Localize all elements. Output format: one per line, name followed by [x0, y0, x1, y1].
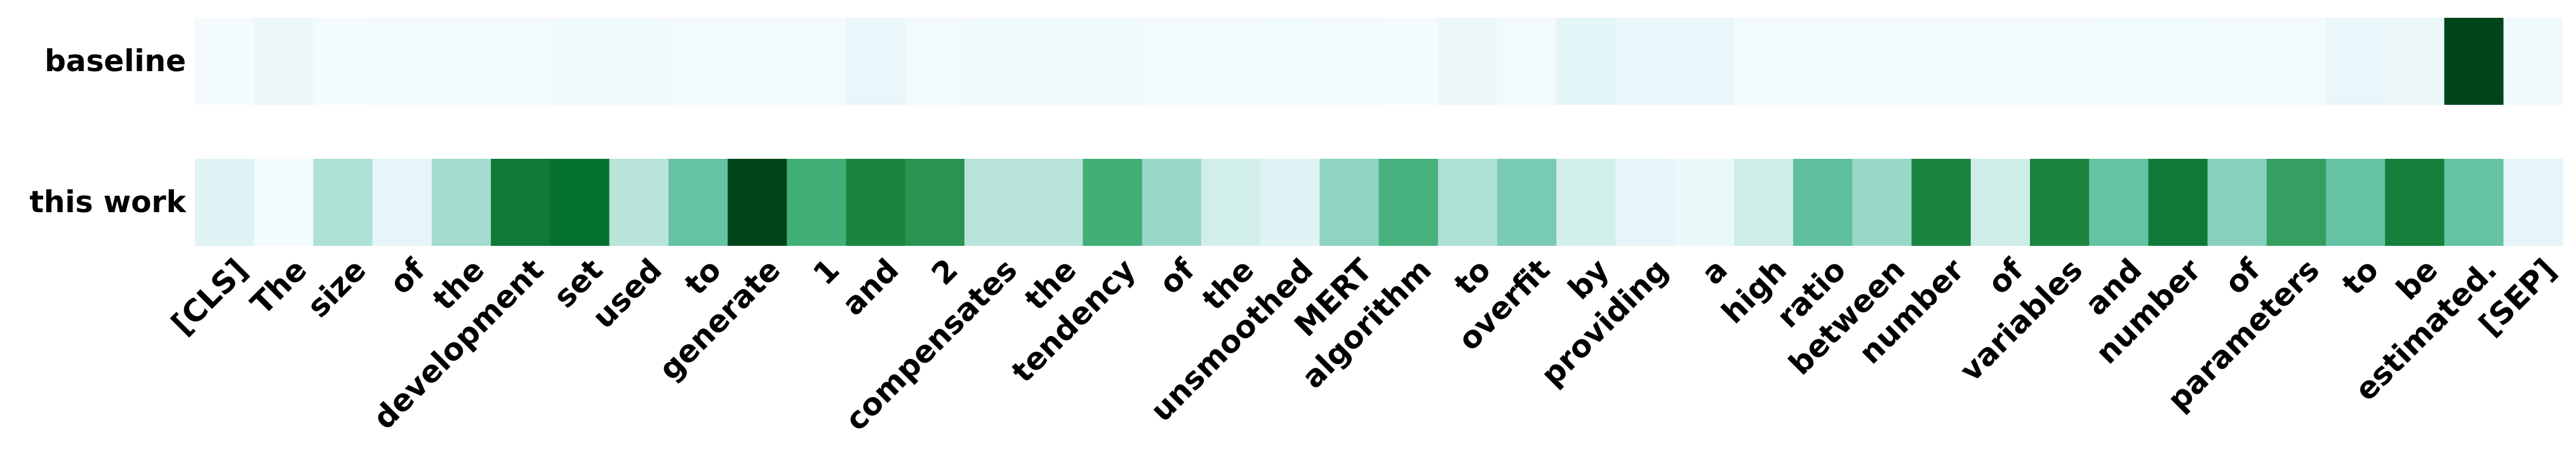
heatmap-cell [2444, 18, 2504, 105]
heatmap-cell [195, 18, 255, 105]
heatmap-cell [1497, 18, 1557, 105]
heatmap-cell [1083, 18, 1143, 105]
token-tick-label: of [1152, 252, 1202, 301]
heatmap-cell [1556, 18, 1616, 105]
heatmap-cell [2326, 18, 2386, 105]
heatmap-cell [1793, 159, 1853, 246]
heatmap-cell [1260, 159, 1320, 246]
heatmap-cell [1911, 159, 1972, 246]
heatmap-cell [1970, 159, 2031, 246]
token-tick-label: size [300, 252, 373, 325]
heatmap-cell [1970, 18, 2031, 105]
heatmap-cell [1556, 159, 1616, 246]
heatmap-cell [1083, 159, 1143, 246]
heatmap-cell [1319, 18, 1380, 105]
heatmap-cell [1438, 18, 1498, 105]
heatmap-cell [1793, 18, 1853, 105]
heatmap-cell [313, 159, 373, 246]
heatmap-row-0 [195, 18, 2563, 105]
heatmap-cell [1852, 18, 1912, 105]
heatmap-cell [2266, 159, 2326, 246]
heatmap-cell [2266, 18, 2326, 105]
heatmap-cell [787, 159, 847, 246]
heatmap-cell [2207, 159, 2267, 246]
heatmap-cell [1201, 18, 1261, 105]
heatmap-cell [254, 18, 314, 105]
token-tick-label: and [836, 252, 906, 323]
heatmap-cell [2444, 159, 2504, 246]
heatmap-cell [372, 18, 432, 105]
heatmap-cell [1024, 18, 1083, 105]
heatmap-cell [1852, 159, 1912, 246]
heatmap-cell [1260, 18, 1320, 105]
heatmap-cell [2148, 18, 2208, 105]
heatmap-cell [609, 159, 669, 246]
heatmap-cell [431, 159, 491, 246]
heatmap-cell [1615, 159, 1676, 246]
heatmap-cell [195, 159, 255, 246]
heatmap-row-1 [195, 159, 2563, 246]
heatmap-cell [905, 18, 965, 105]
token-tick-label: 1 [806, 252, 846, 292]
token-tick-label: [CLS] [164, 252, 255, 342]
heatmap-cell [2326, 159, 2386, 246]
heatmap-cell [1378, 18, 1439, 105]
heatmap-cell [905, 159, 965, 246]
heatmap-cell [372, 159, 432, 246]
heatmap-cell [1733, 18, 1794, 105]
heatmap-cell [2503, 159, 2563, 246]
heatmap-cell [1142, 18, 1202, 105]
heatmap-cell [2385, 159, 2445, 246]
heatmap-cell [1674, 18, 1735, 105]
heatmap-cell [609, 18, 669, 105]
heatmap-cell [550, 159, 610, 246]
heatmap-cell [787, 18, 847, 105]
heatmap-cell [728, 18, 787, 105]
heatmap-cell [1378, 159, 1439, 246]
heatmap-cell [964, 159, 1024, 246]
heatmap-cell [2089, 18, 2149, 105]
heatmap-cell [1911, 18, 1972, 105]
token-tick-label: used [585, 252, 669, 335]
token-tick-label: of [383, 252, 432, 301]
heatmap-cell [846, 159, 906, 246]
heatmap-cell [491, 18, 551, 105]
heatmap-cell [1319, 159, 1380, 246]
row-label: this work [29, 185, 187, 220]
heatmap-cell [668, 159, 728, 246]
heatmap-cell [2089, 159, 2149, 246]
heatmap-cell [2029, 159, 2090, 246]
token-tick-label: 2 [924, 252, 964, 292]
token-tick-label: The [244, 252, 314, 322]
heatmap-cell [1438, 159, 1498, 246]
heatmap-cell [2503, 18, 2563, 105]
heatmap-cell [2207, 18, 2267, 105]
heatmap-cell [1615, 18, 1676, 105]
heatmap-cell [728, 159, 787, 246]
heatmap-cell [1201, 159, 1261, 246]
token-tick-label: to [2335, 252, 2386, 302]
heatmap-cell [313, 18, 373, 105]
heatmap-cell [2029, 18, 2090, 105]
heatmap-cell [491, 159, 551, 246]
heatmap-cell [431, 18, 491, 105]
heatmap-cell [964, 18, 1024, 105]
heatmap-cell [2148, 159, 2208, 246]
heatmap-cell [1733, 159, 1794, 246]
heatmap-cell [254, 159, 314, 246]
row-label: baseline [44, 44, 186, 79]
heatmap-cell [1024, 159, 1083, 246]
token-tick-label: a [1695, 252, 1735, 292]
heatmap-cell [1142, 159, 1202, 246]
heatmap-cell [2385, 18, 2445, 105]
heatmap-cell [1497, 159, 1557, 246]
heatmap-cell [668, 18, 728, 105]
heatmap-cell [1674, 159, 1735, 246]
heatmap-cell [846, 18, 906, 105]
heatmap-cell [550, 18, 610, 105]
